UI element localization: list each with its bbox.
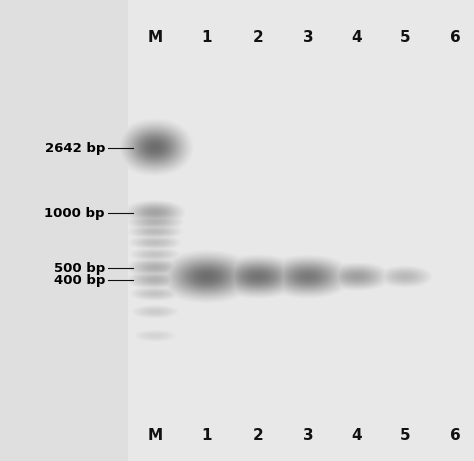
Text: 1: 1 xyxy=(202,30,212,46)
Text: 2: 2 xyxy=(253,428,264,443)
Text: 1: 1 xyxy=(202,428,212,443)
Text: 3: 3 xyxy=(303,30,313,46)
Text: 2642 bp: 2642 bp xyxy=(45,142,105,154)
Text: M: M xyxy=(147,30,163,46)
Text: 500 bp: 500 bp xyxy=(54,261,105,274)
Text: 4: 4 xyxy=(352,428,362,443)
Text: 6: 6 xyxy=(450,428,460,443)
Text: 4: 4 xyxy=(352,30,362,46)
Text: 3: 3 xyxy=(303,428,313,443)
Text: 2: 2 xyxy=(253,30,264,46)
Text: 5: 5 xyxy=(400,30,410,46)
Text: M: M xyxy=(147,428,163,443)
Text: 1000 bp: 1000 bp xyxy=(45,207,105,219)
Text: 400 bp: 400 bp xyxy=(54,273,105,286)
Text: 6: 6 xyxy=(450,30,460,46)
Text: 5: 5 xyxy=(400,428,410,443)
